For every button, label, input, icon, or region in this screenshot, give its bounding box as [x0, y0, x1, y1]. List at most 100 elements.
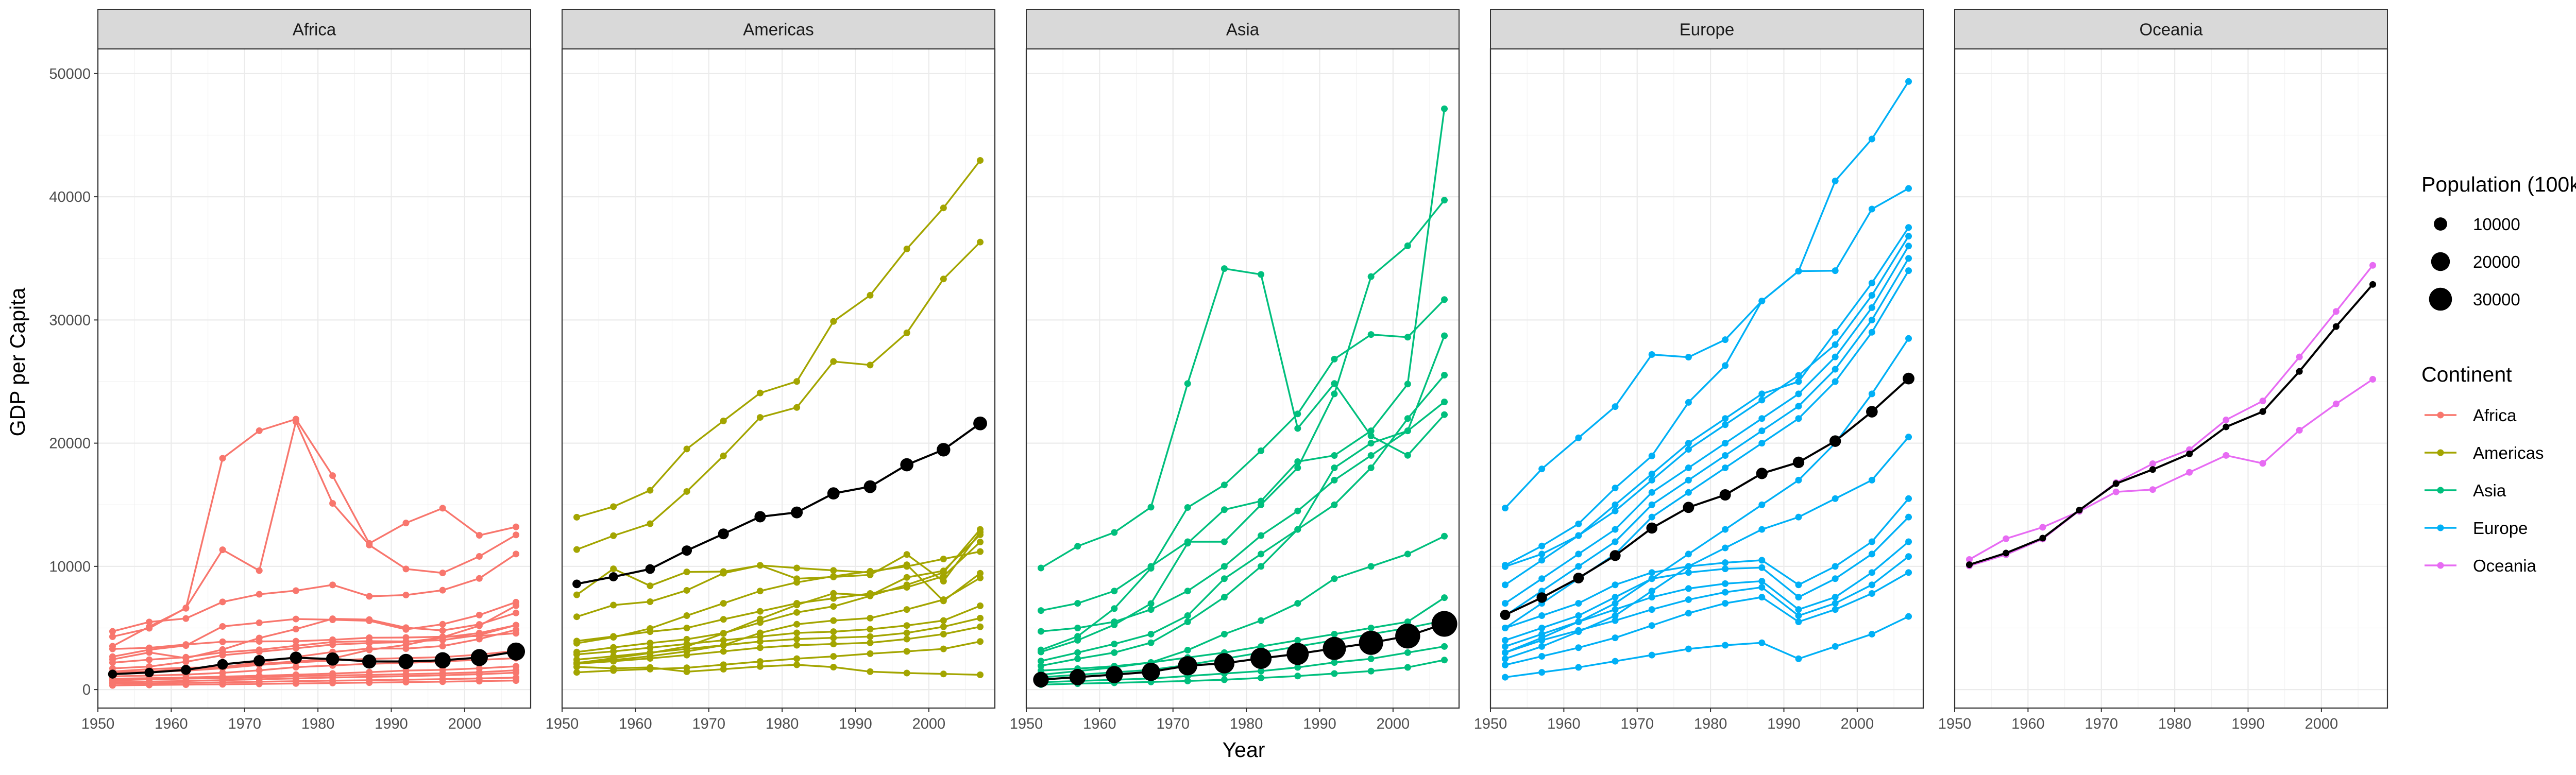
country-point [1758, 557, 1766, 564]
continent-average-point [1756, 468, 1768, 479]
country-point [793, 579, 801, 586]
country-point [647, 625, 654, 632]
country-point [903, 648, 910, 655]
country-point [1538, 550, 1546, 558]
country-point [793, 621, 801, 628]
country-point [867, 633, 874, 640]
country-point [256, 619, 263, 626]
country-point [513, 677, 520, 684]
country-point [1367, 273, 1375, 280]
country-point [1685, 446, 1692, 453]
country-point [1184, 677, 1191, 684]
country-point [683, 445, 690, 453]
country-point [1648, 452, 1655, 459]
country-point [1441, 371, 1448, 378]
continent-average-line [1969, 283, 2374, 566]
country-point [182, 653, 190, 661]
country-point [1294, 673, 1301, 680]
country-point [1111, 641, 1118, 648]
continent-average-point [398, 653, 414, 669]
country-line [112, 624, 516, 664]
x-tick-label: 1950 [1010, 716, 1043, 732]
country-point [977, 157, 984, 164]
country-point [1111, 529, 1118, 536]
country-point [146, 644, 153, 651]
country-point [1367, 440, 1375, 447]
country-point [1441, 643, 1448, 650]
country-point [647, 664, 654, 671]
country-point [513, 669, 520, 676]
country-point [903, 245, 910, 252]
country-point [1758, 440, 1766, 447]
x-tick-label: 2000 [2305, 716, 2338, 732]
x-tick-label: 1980 [766, 716, 799, 732]
country-line [1040, 108, 1446, 653]
continent-average-point [718, 528, 729, 540]
country-point [1331, 670, 1338, 677]
country-point [683, 635, 690, 643]
country-point [940, 556, 947, 563]
country-point [1037, 564, 1044, 572]
country-point [1612, 501, 1619, 508]
country-point [793, 564, 801, 572]
country-point [1331, 355, 1338, 363]
country-point [977, 623, 984, 630]
country-point [647, 655, 654, 662]
country-point [1832, 575, 1839, 582]
country-point [830, 617, 837, 624]
x-tick-label: 1960 [2011, 716, 2045, 732]
country-point [903, 563, 910, 570]
country-point [1868, 205, 1875, 213]
country-point [1294, 425, 1301, 432]
country-point [793, 600, 801, 607]
country-line [112, 669, 516, 681]
country-point [610, 503, 617, 510]
color-legend-label: Africa [2473, 406, 2517, 425]
country-point [793, 404, 801, 411]
country-point [1685, 610, 1692, 617]
country-point [1648, 351, 1655, 358]
country-point [830, 358, 837, 365]
country-point [1441, 399, 1448, 406]
continent-average-point [1683, 502, 1694, 513]
country-point [292, 587, 299, 594]
country-point [903, 551, 910, 558]
country-point [720, 666, 727, 673]
country-point [1575, 612, 1582, 619]
country-point [1722, 580, 1729, 587]
country-point [903, 574, 910, 581]
country-point [1832, 378, 1839, 385]
continent-average-point [791, 506, 803, 519]
facet-strip-label: Africa [293, 20, 336, 39]
country-point [1538, 643, 1546, 650]
country-point [573, 591, 580, 598]
country-point [1685, 354, 1692, 361]
country-point [1905, 495, 1912, 502]
country-point [720, 630, 727, 637]
x-tick-label: 1970 [2084, 716, 2118, 732]
country-point [182, 604, 190, 611]
continent-average-point [1792, 456, 1805, 469]
continent-average-point [682, 545, 692, 556]
facet-panel-americas: Americas 1950 1960 1970 1980 1990 2000 [546, 9, 996, 732]
country-point [1538, 636, 1546, 644]
country-point [720, 452, 727, 459]
country-point [756, 638, 764, 645]
country-point [402, 520, 410, 527]
country-point [1037, 607, 1044, 614]
country-line [577, 664, 980, 676]
country-point [439, 505, 446, 512]
panel-border [561, 48, 996, 709]
country-point [1758, 297, 1766, 304]
country-point [1722, 642, 1729, 649]
country-point [573, 546, 580, 553]
size-legend-key [2429, 287, 2452, 311]
country-point [940, 569, 947, 576]
country-point [1795, 655, 1802, 662]
country-point [1612, 538, 1619, 545]
country-point [610, 653, 617, 660]
country-point [1758, 594, 1766, 601]
country-point [1258, 667, 1265, 675]
country-point [867, 668, 874, 675]
grid-lines [1489, 49, 1923, 708]
